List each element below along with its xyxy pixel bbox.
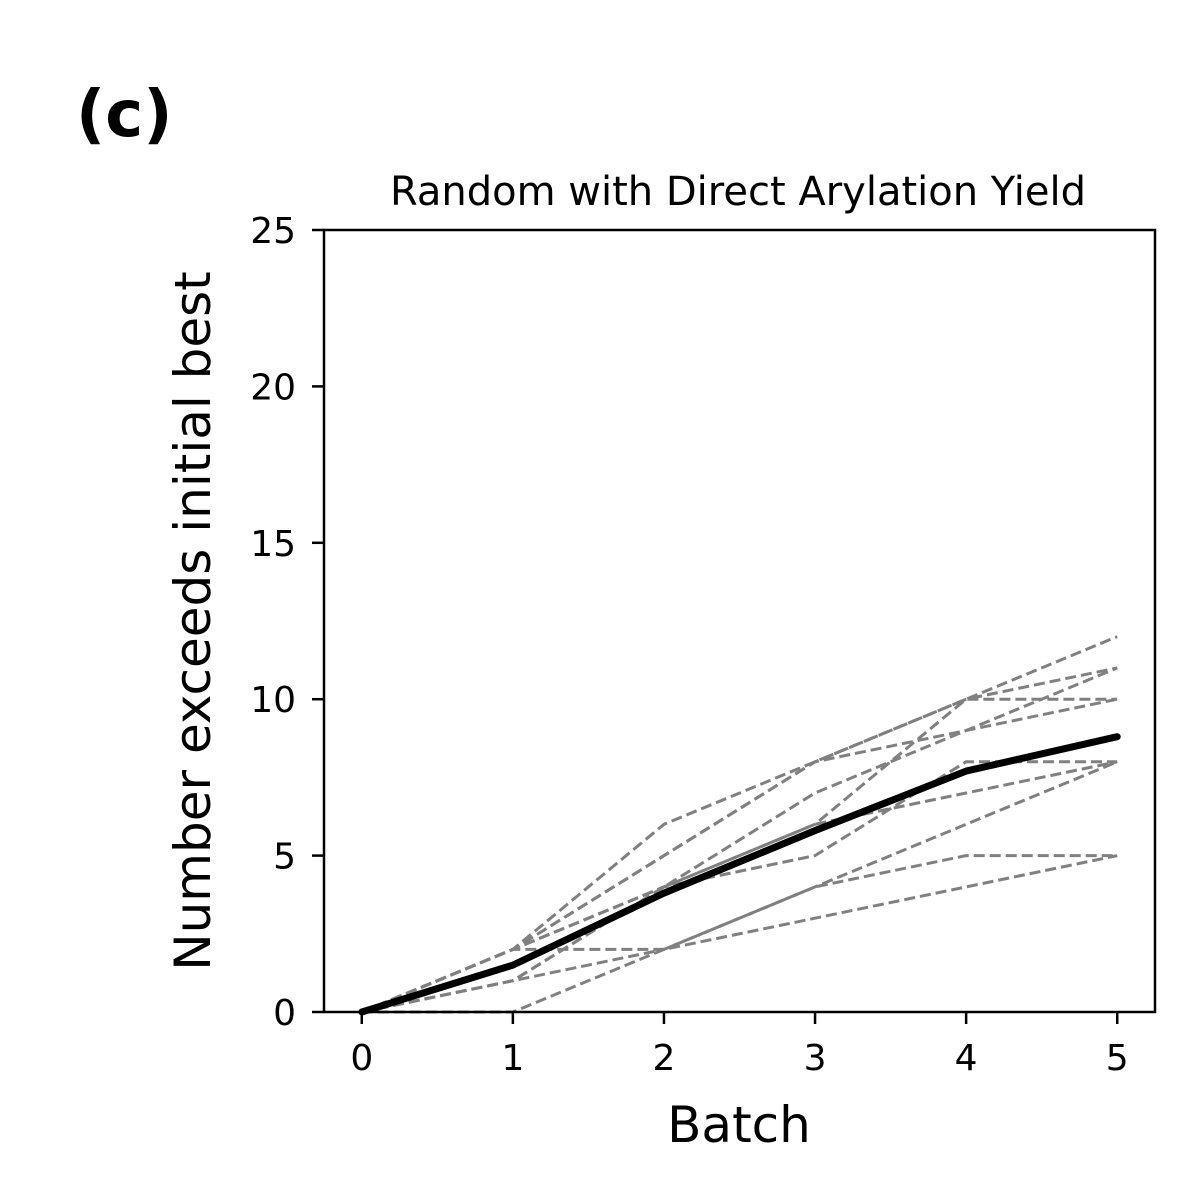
y-tick-label: 10 <box>250 680 296 721</box>
y-tick-label: 25 <box>250 211 296 252</box>
x-tick-label: 1 <box>501 1038 524 1079</box>
y-tick-label: 0 <box>273 993 296 1034</box>
x-tick-label: 2 <box>653 1038 676 1079</box>
mean-series-line <box>358 733 1121 1016</box>
series-line-10 <box>361 854 1118 1014</box>
x-tick-label: 5 <box>1106 1038 1129 1079</box>
plot-frame <box>322 228 1157 1014</box>
series-line-8 <box>361 760 1118 1014</box>
y-tick-label: 15 <box>250 524 296 565</box>
chart-title: Random with Direct Arylation Yield <box>390 169 1086 215</box>
x-tick-label: 3 <box>804 1038 827 1079</box>
y-tick-label: 5 <box>273 837 296 878</box>
series-line-9 <box>361 854 1118 1014</box>
x-axis-label: Batch <box>667 1096 811 1154</box>
x-tick-label: 4 <box>955 1038 978 1079</box>
y-axis-label: Number exceeds initial best <box>164 271 222 971</box>
y-tick-label: 20 <box>250 367 296 408</box>
series-line-4 <box>361 666 1118 1014</box>
series-line-1 <box>361 635 1118 1014</box>
x-tick-label: 0 <box>350 1038 373 1079</box>
plot-area: 0 1 2 3 4 5 0 5 10 15 20 25 <box>250 211 1157 1079</box>
panel-label: (c) <box>76 78 172 152</box>
